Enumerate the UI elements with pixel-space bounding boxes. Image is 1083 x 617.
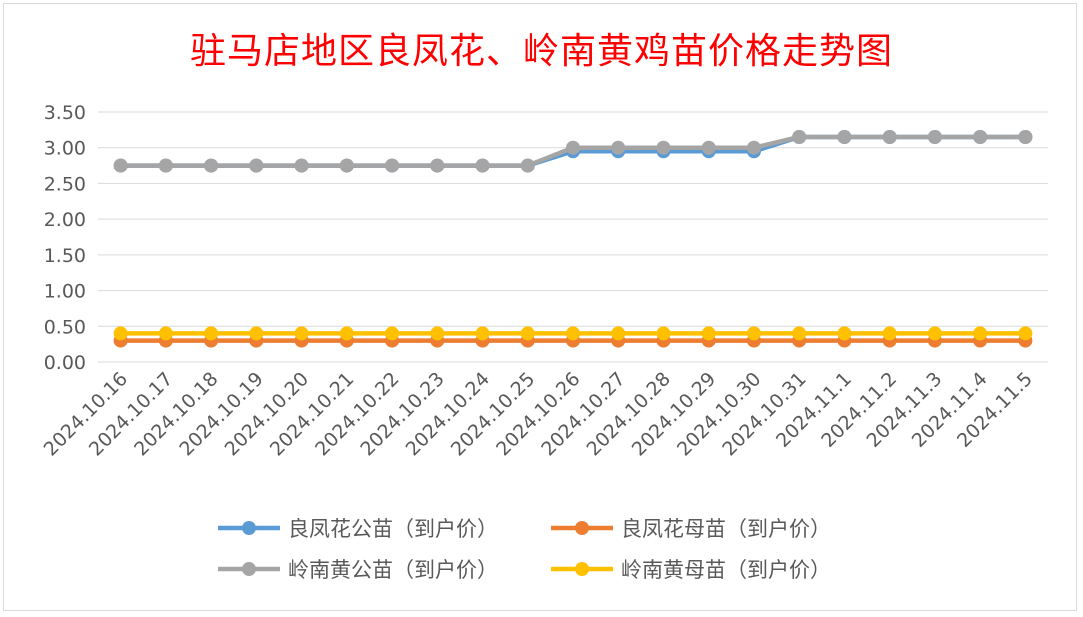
data-point	[792, 130, 807, 144]
data-point	[1018, 326, 1033, 341]
y-tick-label: 0.00	[44, 352, 86, 374]
data-point	[927, 326, 942, 341]
legend-item: 岭南黄母苗（到户价）	[551, 558, 831, 582]
data-point	[339, 158, 354, 173]
data-point	[204, 326, 219, 341]
data-point	[113, 326, 128, 341]
data-point	[385, 158, 400, 173]
data-point	[294, 158, 309, 173]
y-tick-label: 2.50	[44, 173, 86, 195]
data-point	[520, 158, 535, 173]
data-point	[746, 326, 761, 341]
legend-label: 良凤花公苗（到户价）	[288, 517, 498, 541]
data-point	[882, 130, 897, 144]
series-group	[113, 130, 1033, 348]
series-3	[113, 130, 1033, 173]
data-point	[249, 326, 264, 341]
data-point	[158, 326, 173, 341]
legend-marker	[575, 521, 589, 535]
y-axis-ticks: 0.00 0.50 1.00 1.50 2.00 2.50 3.00 3.50	[44, 102, 86, 374]
legend-label: 岭南黄公苗（到户价）	[288, 558, 498, 582]
data-point	[973, 326, 988, 341]
data-point	[566, 140, 580, 155]
y-tick-label: 1.00	[44, 281, 86, 303]
data-point	[204, 158, 219, 173]
data-point	[746, 140, 761, 155]
data-point	[792, 326, 807, 341]
y-tick-label: 0.50	[44, 316, 86, 338]
data-point	[566, 326, 580, 341]
data-point	[701, 140, 716, 155]
y-tick-label: 3.00	[44, 138, 86, 160]
series-4	[113, 326, 1033, 341]
x-axis-ticks: 2024.10.162024.10.172024.10.182024.10.19…	[40, 368, 1037, 460]
data-point	[701, 326, 716, 341]
data-point	[656, 140, 671, 155]
legend-marker	[242, 562, 256, 576]
data-point	[1018, 130, 1033, 144]
chart-title: 驻马店地区良凤花、岭南黄鸡苗价格走势图	[189, 31, 893, 72]
legend-item: 岭南黄公苗（到户价）	[218, 558, 498, 582]
data-point	[837, 130, 852, 144]
data-point	[249, 158, 264, 173]
data-point	[158, 158, 173, 173]
data-point	[973, 130, 988, 144]
data-point	[882, 326, 897, 341]
legend-marker	[242, 521, 256, 535]
y-tick-label: 1.50	[44, 245, 86, 267]
data-point	[611, 140, 626, 155]
y-tick-label: 3.50	[44, 102, 86, 124]
data-point	[611, 326, 626, 341]
legend-item: 良凤花母苗（到户价）	[551, 517, 831, 541]
data-point	[113, 158, 128, 173]
legend-item: 良凤花公苗（到户价）	[218, 517, 498, 541]
legend-label: 岭南黄母苗（到户价）	[621, 558, 831, 582]
data-point	[385, 326, 400, 341]
legend-label: 良凤花母苗（到户价）	[621, 517, 831, 541]
data-point	[475, 326, 490, 341]
y-tick-label: 2.00	[44, 209, 86, 231]
data-point	[294, 326, 309, 341]
data-point	[339, 326, 354, 341]
data-point	[430, 158, 445, 173]
legend: 良凤花公苗（到户价） 良凤花母苗（到户价） 岭南黄公苗（到户价） 岭南黄母苗（到户价）	[218, 517, 831, 582]
data-point	[837, 326, 852, 341]
data-point	[430, 326, 445, 341]
legend-marker	[575, 562, 589, 576]
data-point	[475, 158, 490, 173]
data-point	[520, 326, 535, 341]
data-point	[656, 326, 671, 341]
chart-frame	[3, 3, 1077, 611]
data-point	[927, 130, 942, 144]
